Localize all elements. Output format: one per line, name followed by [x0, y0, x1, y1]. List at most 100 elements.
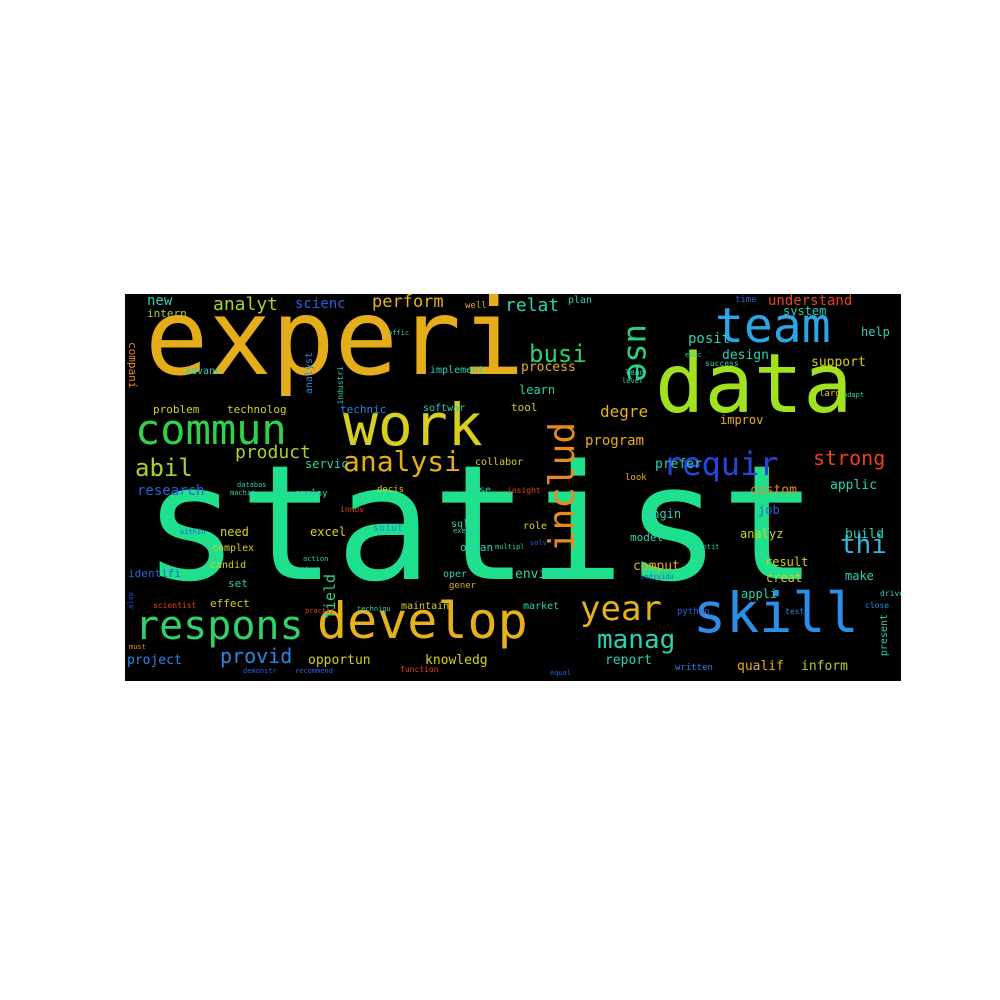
cloud-word: sql: [451, 519, 470, 530]
cloud-word: problem: [153, 403, 200, 416]
cloud-word: action: [303, 555, 329, 563]
cloud-word: report: [605, 653, 652, 668]
cloud-word: demonstr: [243, 667, 277, 675]
cloud-word: posit: [688, 331, 731, 347]
cloud-word: advanc: [185, 366, 222, 377]
cloud-word: solut: [373, 523, 404, 534]
cloud-word: comput: [633, 559, 680, 574]
cloud-word: intern: [147, 307, 187, 320]
cloud-word: learn: [519, 383, 556, 397]
cloud-word: role: [523, 521, 548, 532]
cloud-word: environ: [515, 567, 570, 582]
cloud-word: process: [521, 360, 576, 375]
cloud-word: present: [879, 614, 890, 657]
cloud-word: level: [622, 377, 644, 385]
cloud-word: manag: [597, 625, 676, 655]
cloud-word: analyst: [304, 352, 315, 395]
cloud-word: opportun: [308, 653, 371, 668]
cloud-word: written: [675, 663, 713, 673]
cloud-word: multipl: [495, 543, 525, 551]
cloud-word: databas: [237, 481, 267, 489]
cloud-word: drive: [880, 589, 901, 598]
cloud-word: tool: [511, 401, 538, 414]
cloud-word: maintain: [401, 601, 450, 612]
cloud-word: new: [147, 294, 173, 309]
cloud-word: look: [625, 473, 647, 483]
cloud-word: support: [811, 355, 866, 370]
cloud-word: quantit: [690, 543, 720, 551]
cloud-word: companí: [126, 342, 139, 389]
cloud-word: success: [705, 359, 739, 368]
cloud-word: technic: [340, 403, 387, 416]
cloud-word: custom: [750, 483, 797, 498]
cloud-word: python: [677, 607, 710, 617]
cloud-word: thi: [840, 530, 887, 560]
cloud-word: respons: [135, 603, 304, 649]
cloud-word: provid: [220, 644, 293, 668]
cloud-word: model: [630, 531, 664, 544]
cloud-word: data: [655, 337, 853, 432]
cloud-word: test: [785, 607, 805, 616]
cloud-word: work: [343, 391, 483, 459]
cloud-word: techniqu: [357, 605, 391, 613]
cloud-word: prefer: [655, 457, 702, 472]
cloud-word: analyz: [740, 527, 784, 541]
cloud-word: busi: [529, 340, 587, 368]
cloud-word: technolog: [227, 403, 287, 416]
cloud-word: project: [127, 653, 182, 668]
cloud-word: analyt: [213, 294, 279, 315]
cloud-word: perform: [372, 294, 444, 312]
cloud-word: result: [765, 555, 809, 569]
cloud-word: includ: [542, 422, 583, 553]
cloud-word: machin: [230, 489, 256, 497]
cloud-word: solv: [530, 539, 547, 547]
cloud-word: statist: [143, 430, 818, 617]
cloud-word: execut: [453, 527, 479, 535]
cloud-word: commun: [135, 405, 287, 454]
cloud-word: experi: [145, 294, 525, 399]
cloud-word: make: [845, 569, 874, 583]
cloud-word: organ: [460, 541, 494, 554]
cloud-word: product: [235, 442, 311, 463]
cloud-word: inform: [801, 659, 848, 674]
cloud-word: softwar: [423, 403, 466, 414]
cloud-word: year: [580, 589, 662, 629]
cloud-word: equal: [550, 669, 572, 677]
cloud-word: knowledg: [425, 653, 488, 668]
cloud-word: design: [722, 348, 769, 363]
cloud-word: research: [137, 483, 205, 499]
cloud-word: time: [735, 295, 757, 305]
cloud-word: also: [127, 592, 135, 609]
cloud-word: relat: [505, 295, 560, 316]
cloud-word: excel: [310, 525, 347, 539]
cloud-word: insight: [507, 486, 541, 495]
cloud-word: collabor: [475, 457, 524, 468]
cloud-word: job: [758, 503, 780, 517]
cloud-word: within: [180, 528, 206, 536]
cloud-word: employ: [295, 489, 328, 499]
cloud-word: identifi: [128, 567, 181, 580]
cloud-word: recommend: [295, 667, 333, 675]
cloud-word: creat: [766, 571, 803, 585]
cloud-word: degre: [600, 402, 649, 421]
cloud-word: need: [220, 525, 249, 539]
cloud-word: lead: [625, 368, 645, 377]
cloud-word: well: [465, 301, 487, 311]
cloud-word: base: [467, 485, 492, 496]
cloud-word: individu: [640, 573, 674, 581]
cloud-word: practic: [305, 607, 335, 615]
cloud-word: skill: [693, 581, 859, 645]
cloud-word: applic: [830, 478, 877, 493]
cloud-word: method: [293, 566, 319, 574]
cloud-word: decis: [377, 485, 405, 495]
cloud-word: gener: [449, 581, 477, 591]
cloud-word: requir: [663, 445, 779, 483]
cloud-word: effect: [210, 597, 250, 610]
cloud-word: function: [400, 665, 439, 674]
cloud-word: strong: [813, 446, 886, 470]
cloud-word: industri: [336, 366, 345, 405]
cloud-word: adapt: [843, 391, 865, 399]
cloud-word: candid: [210, 560, 247, 571]
cloud-word: educ: [685, 351, 702, 359]
cloud-word: market: [523, 601, 560, 612]
